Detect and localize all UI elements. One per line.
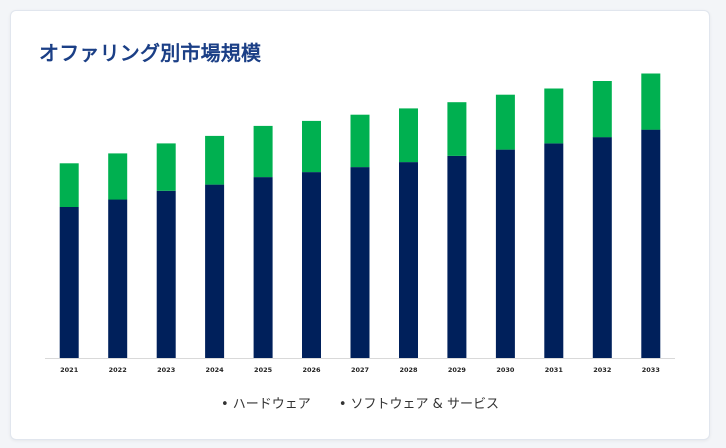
legend-item-hardware[interactable]: • ハードウェア [221,393,311,412]
bar-hardware-2023[interactable] [156,190,176,358]
bar-hardware-2026[interactable] [302,172,321,358]
x-tick-label-2027: 2027 [351,366,369,374]
x-tick-label-2029: 2029 [448,366,467,374]
x-tick-label-2023: 2023 [157,366,175,374]
bars-group [59,73,661,359]
x-tick-label-2033: 2033 [642,366,660,374]
x-tick-label-2031: 2031 [545,366,564,374]
bar-hardware-2021[interactable] [59,207,79,358]
legend: • ハードウェア • ソフトウェア & サービス [11,393,709,412]
x-tick-label-2032: 2032 [593,366,611,374]
bar-hardware-2024[interactable] [205,184,225,358]
bar-software-2024[interactable] [205,135,225,185]
bar-software-2032[interactable] [592,81,612,138]
x-tick-label-2025: 2025 [254,366,273,374]
bar-software-2028[interactable] [399,108,418,163]
legend-item-software[interactable]: • ソフトウェア & サービス [339,393,499,412]
bullet-icon: • [338,397,347,412]
x-tick-label-2030: 2030 [496,366,515,374]
bar-hardware-2027[interactable] [350,167,370,358]
bar-software-2026[interactable] [302,120,321,173]
legend-label-hardware: ハードウェア [232,397,311,412]
bar-hardware-2022[interactable] [108,199,128,359]
legend-label-software: ソフトウェア & サービス [350,397,499,412]
bar-software-2025[interactable] [253,125,273,178]
bar-hardware-2025[interactable] [253,177,273,358]
bar-software-2023[interactable] [156,143,176,191]
bullet-icon: • [221,397,229,412]
x-tick-label-2024: 2024 [206,366,225,374]
x-tick-label-2028: 2028 [399,366,418,374]
chart-card: オファリング別市場規模 2021 2022 2023 2024 2025 2026 2027… [10,10,710,440]
x-tick-label-2026: 2026 [302,366,321,374]
x-tick-label-2021: 2021 [60,366,79,374]
bar-software-2027[interactable] [350,114,370,168]
bar-software-2022[interactable] [108,153,128,200]
bar-hardware-2031[interactable] [544,143,564,358]
bar-hardware-2029[interactable] [447,155,467,358]
bar-software-2029[interactable] [447,102,467,156]
bar-software-2031[interactable] [544,88,564,144]
bar-hardware-2028[interactable] [399,162,418,358]
x-tick-label-2022: 2022 [109,366,127,374]
bar-software-2033[interactable] [641,73,661,130]
x-tick-labels: 2021 2022 2023 2024 2025 2026 2027 2028 2029 2030… [60,366,660,374]
bar-hardware-2030[interactable] [495,149,515,358]
bar-software-2030[interactable] [495,94,515,150]
bar-software-2021[interactable] [59,163,79,207]
bar-hardware-2033[interactable] [641,129,661,358]
bar-hardware-2032[interactable] [592,137,612,358]
chart-title: オファリング別市場規模 [39,41,262,65]
bar-chart: 2021 2022 2023 2024 2025 2026 2027 2028 2029 2030… [45,73,675,374]
